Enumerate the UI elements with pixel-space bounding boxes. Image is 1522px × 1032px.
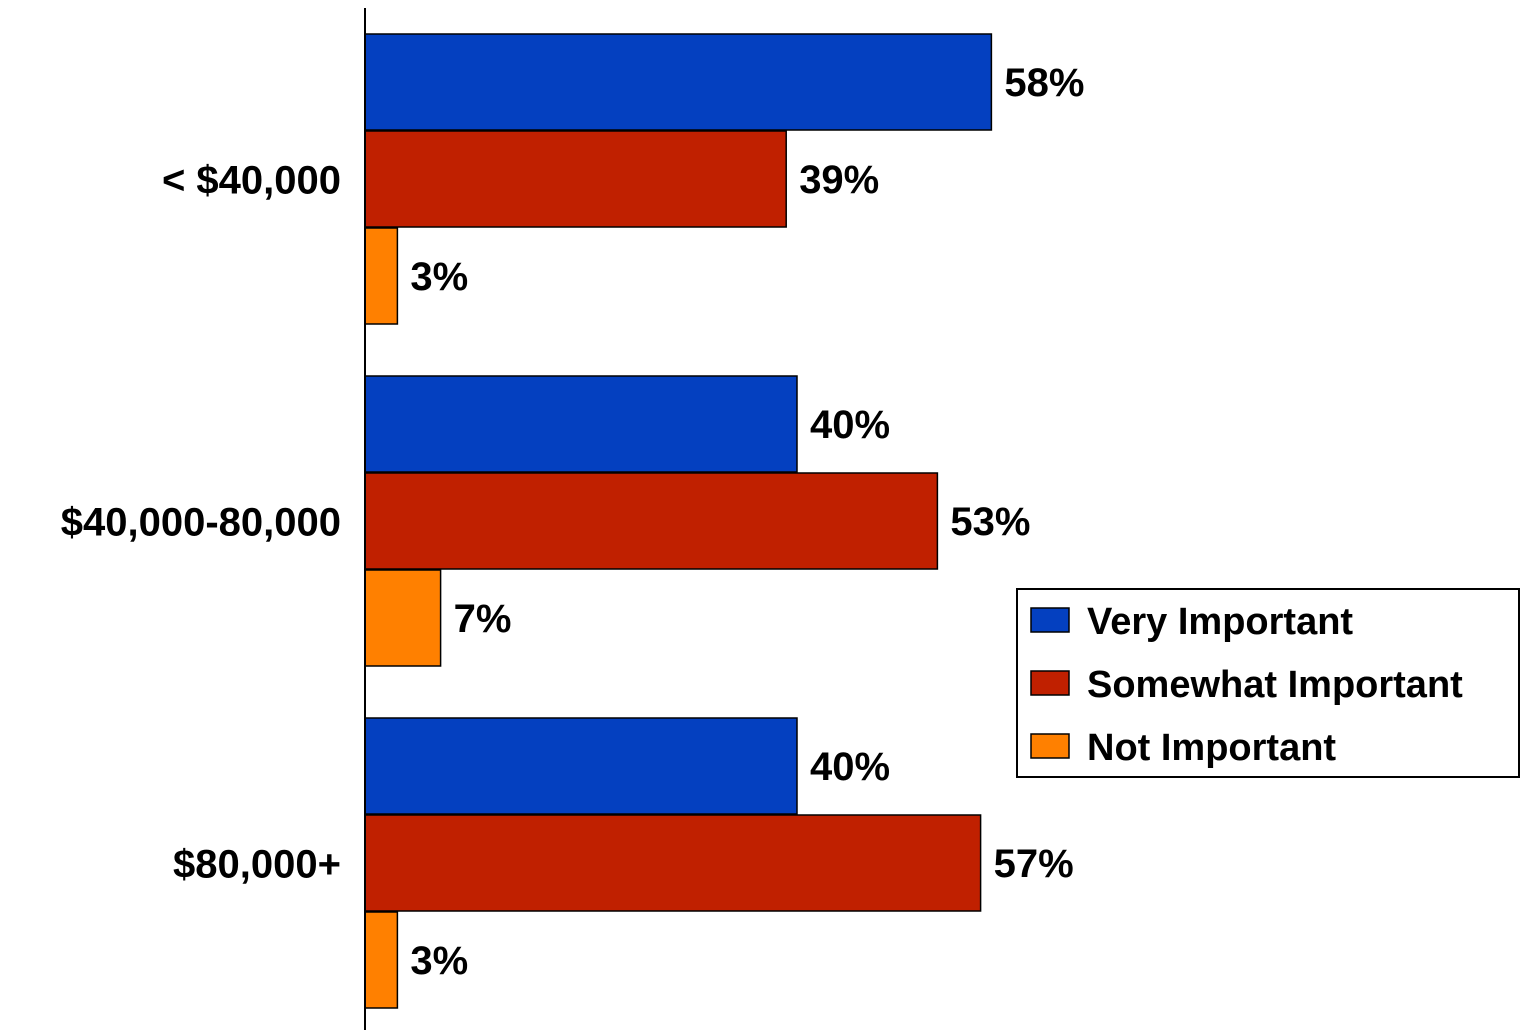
value-label-not-important-2: 7% [454,597,512,641]
bar-not-important-3 [364,911,399,1009]
category-label-3: $80,000+ [173,843,341,887]
legend-label-not-important: Not Important [1087,727,1336,769]
bar-somewhat-important-3 [364,814,982,912]
bar-very-important-3 [364,717,798,815]
bar-not-important-1 [364,227,399,325]
category-label-2: $40,000-80,000 [61,501,341,545]
category-labels-group: < $40,000 $40,000-80,000 $80,000+ [61,159,341,887]
value-label-very-important-1: 58% [1004,61,1084,105]
bar-very-important-1 [364,33,993,131]
value-label-very-important-2: 40% [810,403,890,447]
value-label-very-important-3: 40% [810,745,890,789]
category-label-1: < $40,000 [162,159,341,203]
value-label-not-important-1: 3% [410,255,468,299]
value-label-not-important-3: 3% [410,939,468,983]
legend-swatch-very-important [1030,607,1070,633]
legend-swatch-somewhat-important [1030,670,1070,696]
legend-label-very-important: Very Important [1087,601,1353,643]
bars-group [364,33,993,1009]
legend-swatch-not-important [1030,733,1070,759]
value-label-somewhat-important-3: 57% [994,842,1074,886]
bar-not-important-2 [364,569,442,667]
value-labels-group: 58% 39% 3% 40% 53% 7% 40% 57% 3% [410,61,1084,983]
legend-label-somewhat-important: Somewhat Important [1087,664,1463,706]
bar-somewhat-important-1 [364,130,787,228]
value-label-somewhat-important-2: 53% [950,500,1030,544]
bar-very-important-2 [364,375,798,473]
value-label-somewhat-important-1: 39% [799,158,879,202]
legend: Very Important Somewhat Important Not Impo… [1016,588,1520,778]
bar-somewhat-important-2 [364,472,939,570]
legend-box [1016,588,1520,778]
